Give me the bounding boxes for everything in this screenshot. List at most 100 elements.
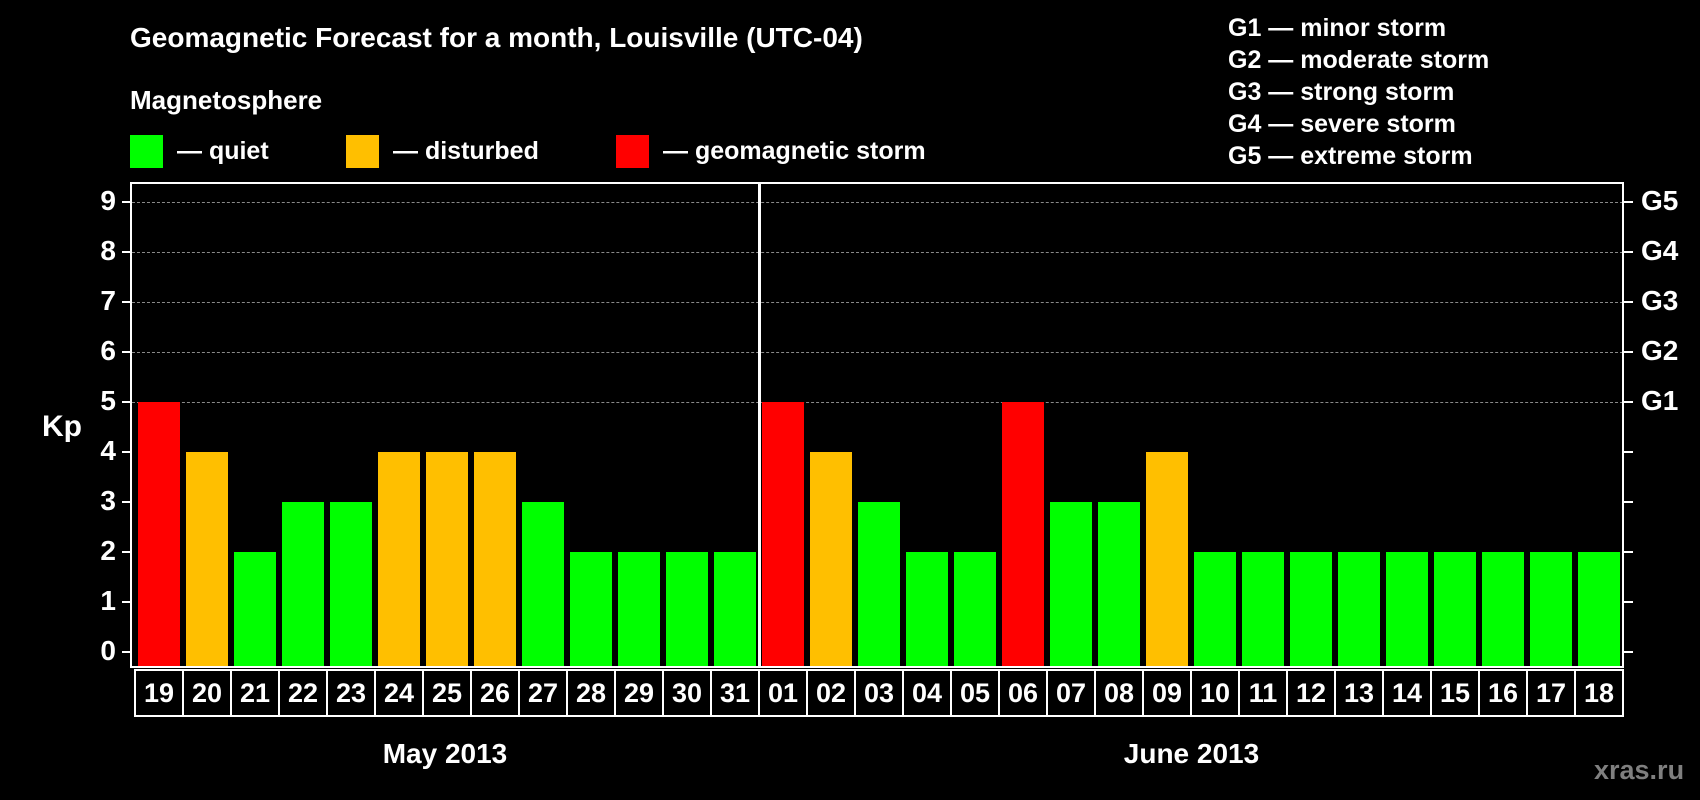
kp-bar-quiet — [618, 552, 660, 668]
y-axis-label: Kp — [42, 410, 82, 443]
storm-swatch-icon — [616, 135, 649, 168]
gridline — [132, 352, 1623, 353]
g-tick — [1624, 601, 1633, 603]
kp-bar-quiet — [1530, 552, 1572, 668]
date-cell: 04 — [902, 671, 950, 715]
date-cell: 02 — [806, 671, 854, 715]
gridline — [132, 202, 1623, 203]
g-tick — [1624, 551, 1633, 553]
g-tick-label: G1 — [1641, 385, 1679, 416]
date-cell: 03 — [854, 671, 902, 715]
date-cell: 31 — [710, 671, 758, 715]
date-cell: 20 — [182, 671, 230, 715]
date-cell: 07 — [1046, 671, 1094, 715]
g-tick-label: G3 — [1641, 285, 1679, 316]
kp-bar-quiet — [1434, 552, 1476, 668]
g-tick — [1624, 451, 1633, 453]
y-tick-label: 0 — [100, 635, 116, 666]
date-cell: 09 — [1142, 671, 1190, 715]
y-tick — [122, 601, 131, 603]
date-cell: 26 — [470, 671, 518, 715]
y-tick-label: 7 — [100, 285, 116, 316]
kp-bar-quiet — [570, 552, 612, 668]
kp-bar-quiet — [1290, 552, 1332, 668]
kp-bar-disturbed — [378, 452, 420, 668]
chart-frame — [130, 182, 1624, 668]
date-cell: 24 — [374, 671, 422, 715]
kp-bar-quiet — [330, 502, 372, 668]
y-tick — [122, 501, 131, 503]
gridline — [132, 302, 1623, 303]
y-tick — [122, 401, 131, 403]
y-tick — [122, 551, 131, 553]
kp-bar-quiet — [1482, 552, 1524, 668]
y-tick-label: 4 — [100, 435, 116, 466]
kp-bar-quiet — [714, 552, 756, 668]
gridline — [132, 252, 1623, 253]
month-label-may: May 2013 — [382, 738, 508, 769]
y-tick-label: 5 — [100, 385, 116, 416]
date-cell: 15 — [1430, 671, 1478, 715]
date-cell: 17 — [1526, 671, 1574, 715]
date-cell: 11 — [1238, 671, 1286, 715]
y-tick-label: 3 — [100, 485, 116, 516]
date-cell: 21 — [230, 671, 278, 715]
g-tick-label: G2 — [1641, 335, 1679, 366]
g-tick — [1624, 501, 1633, 503]
g-tick-label: G5 — [1641, 185, 1679, 216]
g-tick — [1624, 351, 1633, 353]
y-tick — [122, 351, 131, 353]
date-cell: 18 — [1574, 671, 1622, 715]
gridline — [132, 402, 1623, 403]
date-cell: 19 — [134, 671, 182, 715]
legend-item-quiet: — quiet — [130, 135, 269, 168]
date-cell: 23 — [326, 671, 374, 715]
kp-bar-disturbed — [810, 452, 852, 668]
date-cell: 28 — [566, 671, 614, 715]
kp-bar-quiet — [1194, 552, 1236, 668]
date-cell: 06 — [998, 671, 1046, 715]
date-cell: 16 — [1478, 671, 1526, 715]
date-cell: 08 — [1094, 671, 1142, 715]
g-tick — [1624, 651, 1633, 653]
kp-bar-storm — [1002, 402, 1044, 668]
date-cell: 29 — [614, 671, 662, 715]
date-cell: 25 — [422, 671, 470, 715]
kp-bar-disturbed — [1146, 452, 1188, 668]
kp-bar-quiet — [1050, 502, 1092, 668]
y-tick-label: 9 — [100, 185, 116, 216]
watermark: xras.ru — [1594, 755, 1685, 785]
date-cell: 30 — [662, 671, 710, 715]
legend-heading: Magnetosphere — [130, 85, 323, 115]
kp-bar-quiet — [666, 552, 708, 668]
g-scale-item: G4 — severe storm — [1228, 110, 1456, 138]
kp-bar-quiet — [1242, 552, 1284, 668]
y-tick — [122, 201, 131, 203]
g-tick — [1624, 251, 1633, 253]
g-scale-item: G5 — extreme storm — [1228, 142, 1473, 170]
y-tick-label: 2 — [100, 535, 116, 566]
kp-bar-quiet — [1098, 502, 1140, 668]
kp-bar-quiet — [522, 502, 564, 668]
kp-bar-quiet — [906, 552, 948, 668]
legend-item-disturbed: — disturbed — [346, 135, 539, 168]
chart-title: Geomagnetic Forecast for a month, Louisv… — [130, 22, 863, 53]
kp-bar-storm — [762, 402, 804, 668]
date-cell: 10 — [1190, 671, 1238, 715]
date-cell: 05 — [950, 671, 998, 715]
kp-bar-quiet — [1578, 552, 1620, 668]
y-tick — [122, 651, 131, 653]
legend-label: — disturbed — [393, 137, 539, 165]
date-row: 19 20 21 22 23 24 25 26 27 28 29 30 31 01 02 03 04 05 06 07… — [134, 669, 1624, 717]
date-cell: 13 — [1334, 671, 1382, 715]
date-cell: 27 — [518, 671, 566, 715]
y-tick — [122, 251, 131, 253]
date-cell: 12 — [1286, 671, 1334, 715]
legend-label: — geomagnetic storm — [663, 137, 926, 165]
g-tick — [1624, 301, 1633, 303]
g-scale-item: G1 — minor storm — [1228, 14, 1447, 42]
kp-bar-disturbed — [474, 452, 516, 668]
kp-bar-quiet — [1338, 552, 1380, 668]
g-tick — [1624, 201, 1633, 203]
date-cell: 01 — [758, 671, 806, 715]
